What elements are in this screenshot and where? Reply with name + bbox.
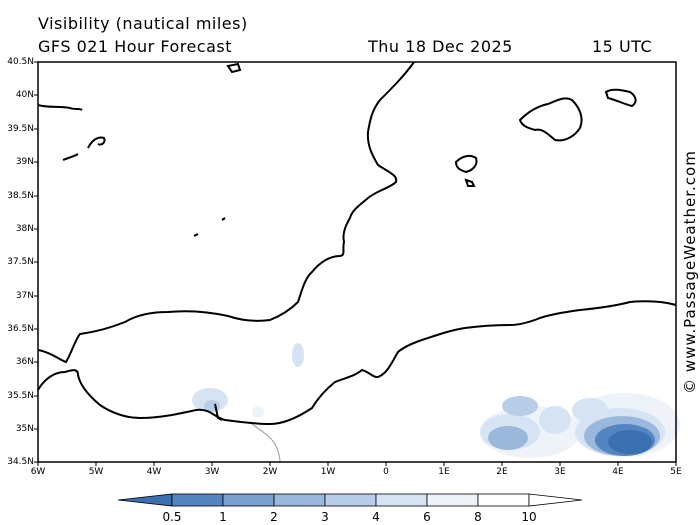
lat-label: 37N [15, 291, 34, 301]
lat-label: 40N [15, 90, 34, 100]
lon-label: 2E [496, 467, 508, 477]
lon-label: 2W [262, 467, 278, 477]
colorbar-label: 8 [474, 510, 482, 524]
credit-watermark: © www.PassageWeather.com [681, 150, 699, 394]
lat-label: 35.5N [7, 391, 34, 401]
colorbar-left-arrow [117, 493, 173, 507]
lat-label: 40.5N [7, 57, 34, 67]
forecast-date: Thu 18 Dec 2025 [368, 37, 513, 56]
lat-label: 38N [15, 224, 34, 234]
lon-label: 6W [30, 467, 46, 477]
colorbar-label: 10 [521, 510, 537, 524]
colorbar-label: 2 [270, 510, 278, 524]
colorbar-label: 1 [219, 510, 227, 524]
colorbar-label: 3 [321, 510, 329, 524]
lat-label: 37.5N [7, 257, 34, 267]
lon-label: 3W [204, 467, 220, 477]
lat-label: 39.5N [7, 124, 34, 134]
lon-label: 3E [554, 467, 566, 477]
lon-label: 5W [88, 467, 104, 477]
lon-label: 5E [670, 467, 682, 477]
lon-label: 1E [438, 467, 450, 477]
lat-label: 35N [15, 424, 34, 434]
lat-label: 39N [15, 157, 34, 167]
colorbar-right-arrow [528, 493, 583, 507]
forecast-label: GFS 021 Hour Forecast [38, 37, 233, 56]
lon-label: 1W [320, 467, 336, 477]
coastlines [37, 61, 677, 426]
colorbar-label: 4 [372, 510, 380, 524]
lat-label: 36N [15, 357, 34, 367]
lat-label: 36.5N [7, 324, 34, 334]
colorbar-label: 6 [423, 510, 431, 524]
lat-label: 38.5N [7, 191, 34, 201]
colorbar-label: 0.5 [162, 510, 182, 524]
lon-label: 4W [146, 467, 162, 477]
map-title: Visibility (nautical miles) [38, 14, 248, 33]
visibility-shading [192, 343, 680, 458]
lat-label: 34.5N [7, 457, 34, 467]
forecast-time: 15 UTC [592, 37, 653, 56]
border-line [251, 423, 281, 463]
lon-label: 4E [612, 467, 624, 477]
lon-label: 0 [383, 467, 389, 477]
colorbar [117, 493, 583, 507]
axis-ticks [34, 61, 677, 466]
